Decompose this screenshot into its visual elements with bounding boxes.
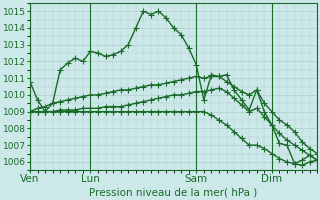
X-axis label: Pression niveau de la mer( hPa ): Pression niveau de la mer( hPa ) [90,187,258,197]
